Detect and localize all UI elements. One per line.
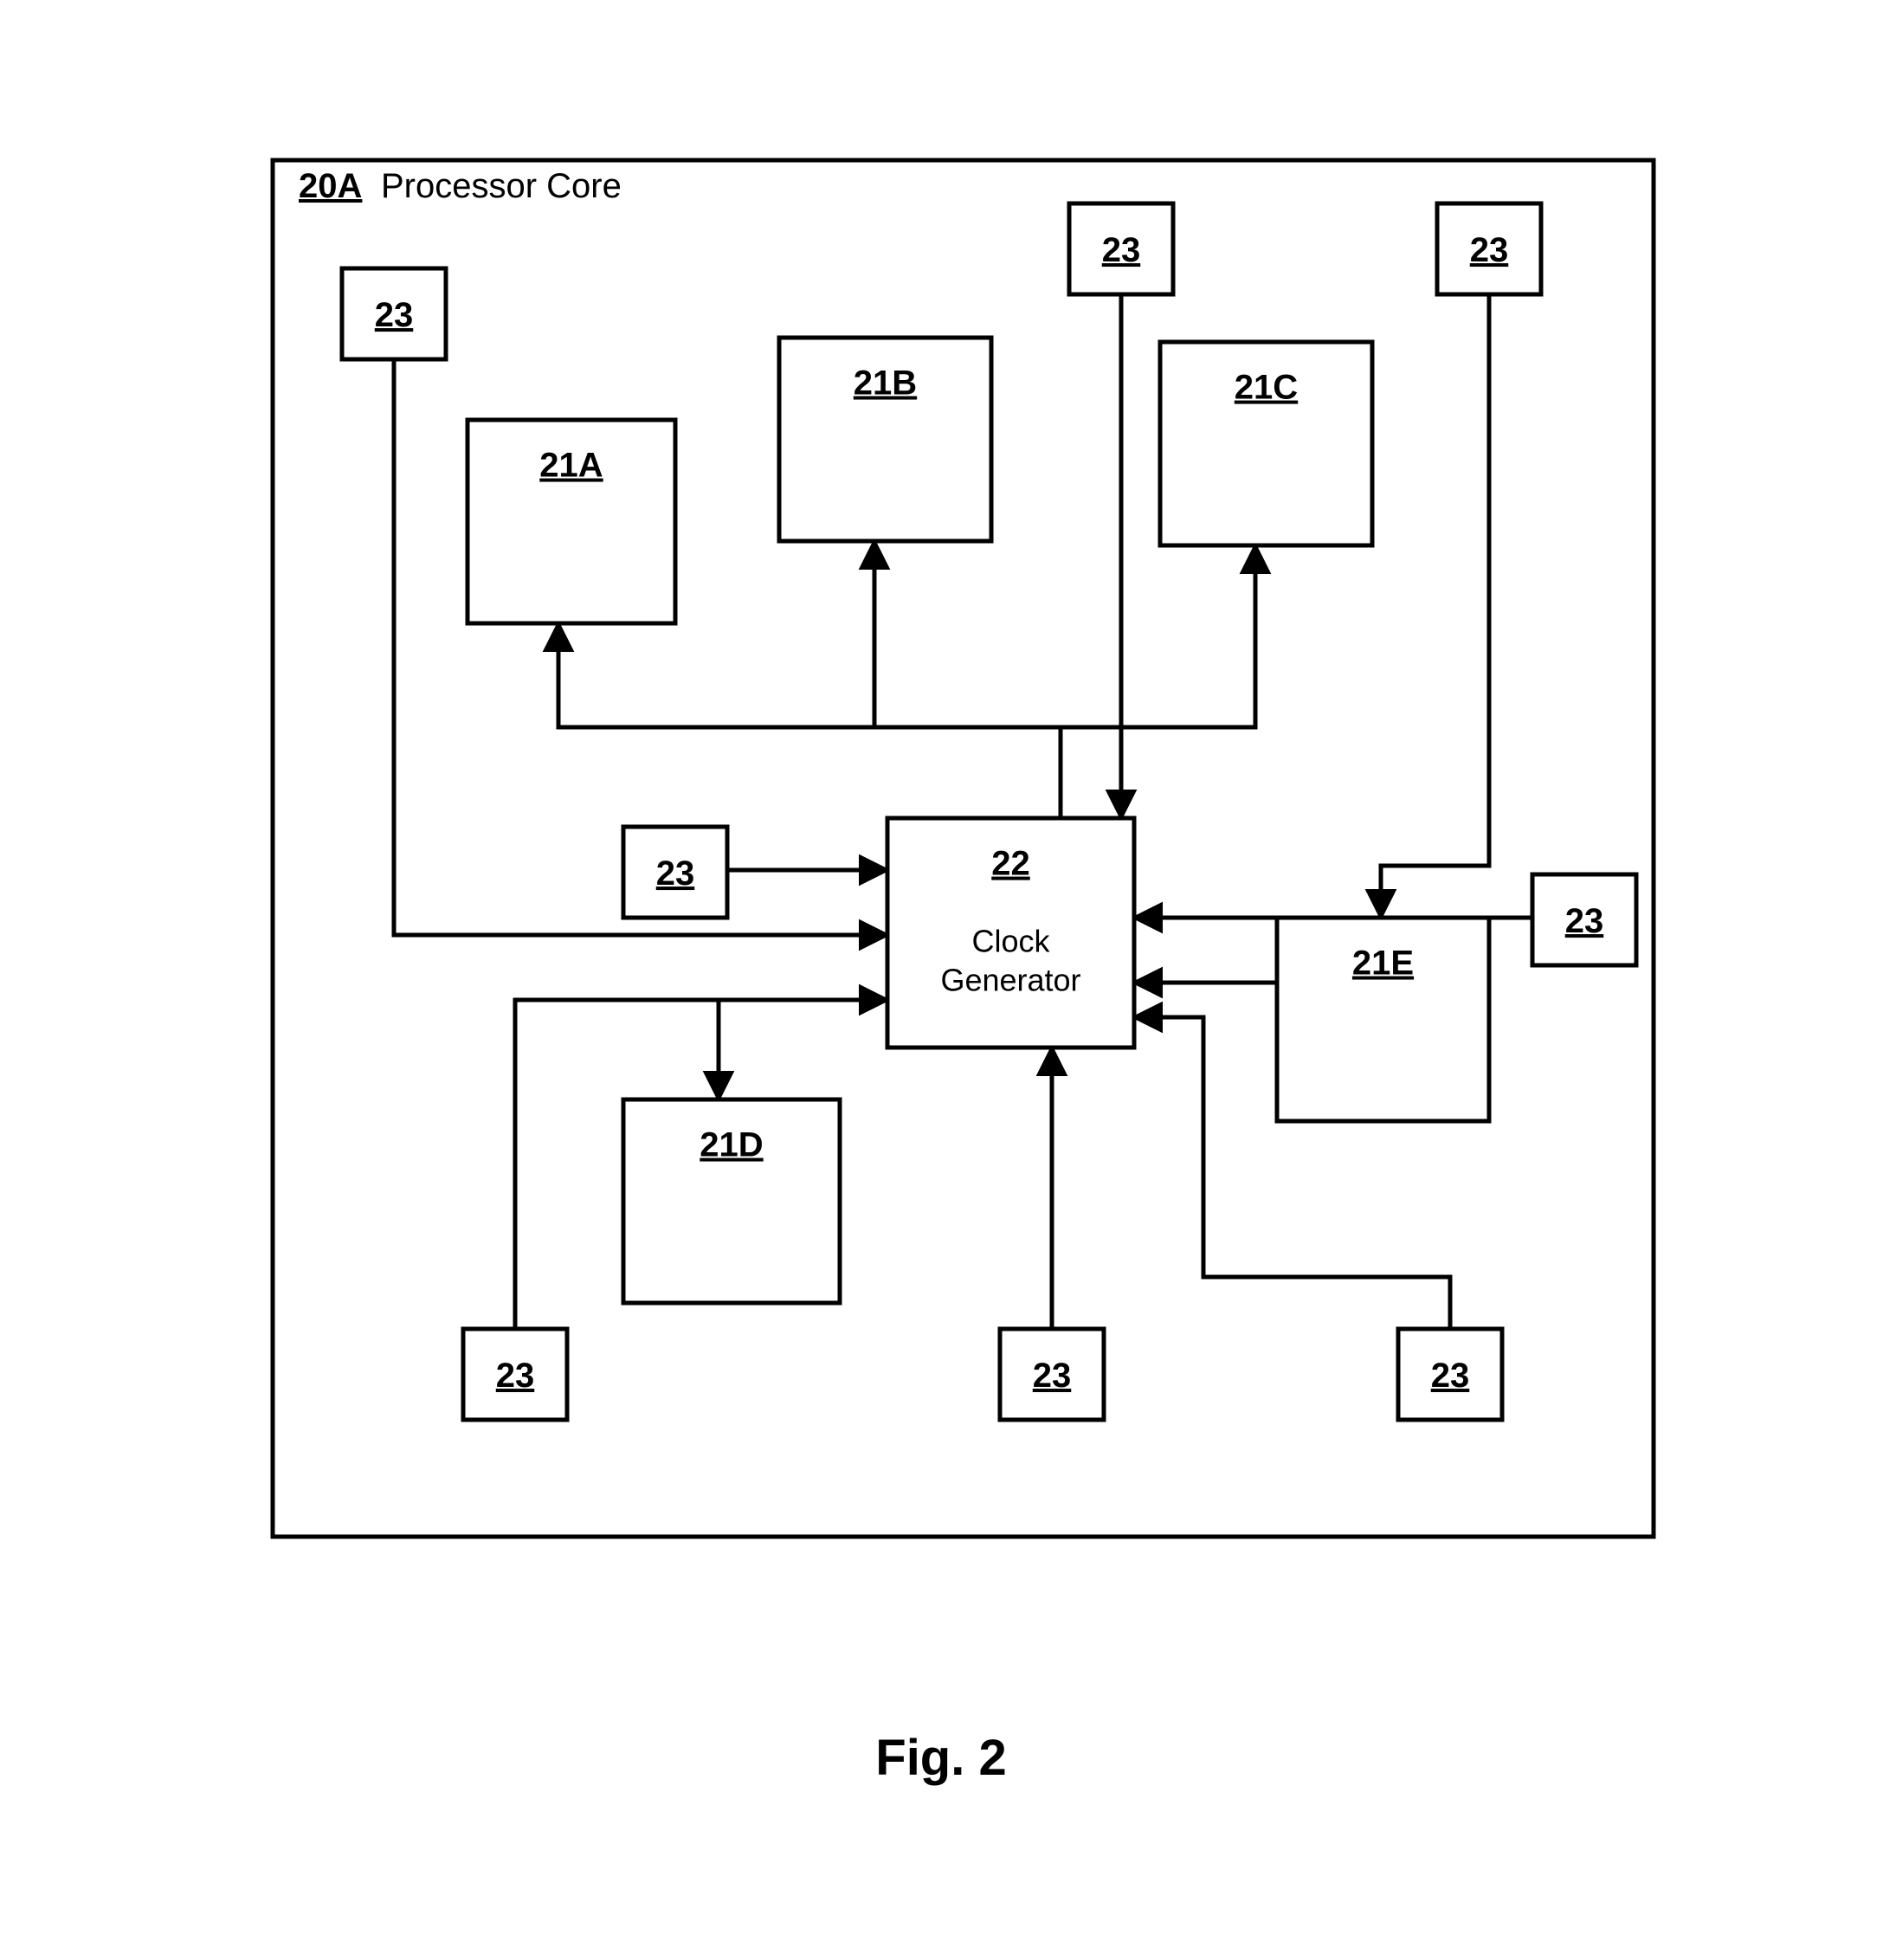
container-ref-label: 20A (299, 167, 362, 205)
block-n21c: 21C (1160, 342, 1372, 545)
block-ref-label: 23 (375, 296, 414, 334)
block-ref-label: 21A (539, 447, 603, 485)
block-n23_tl: 23 (342, 268, 446, 359)
block-n23_bm: 23 (1000, 1329, 1104, 1420)
block-ref-label: 21E (1352, 945, 1414, 983)
block-n21d: 21D (623, 1099, 840, 1303)
block-ref-label: 23 (1033, 1357, 1072, 1395)
block-ref-label: 22 (991, 845, 1030, 883)
block-ref-label: 23 (1102, 231, 1141, 269)
diagram-root: 20A Processor Core 23 23 23 21A 21B 21C 22 Clock G… (0, 0, 1883, 1960)
block-n21b: 21B (779, 338, 991, 541)
block-sublabel-2: Generator (940, 963, 1080, 998)
block-n23_mr: 23 (1532, 874, 1636, 965)
block-n23_bl: 23 (463, 1329, 567, 1420)
block-ref-label: 21D (700, 1126, 763, 1164)
figure-caption: Fig. 2 (875, 1730, 1006, 1786)
block-n22: 22 Clock Generator (887, 818, 1134, 1048)
block-ref-label: 23 (1565, 902, 1604, 940)
block-n23_t: 23 (1069, 203, 1173, 294)
block-ref-label: 23 (656, 854, 695, 893)
block-ref-label: 21C (1235, 369, 1298, 407)
block-n21a: 21A (468, 420, 675, 623)
block-n23_tr: 23 (1437, 203, 1541, 294)
block-ref-label: 21B (854, 364, 917, 403)
block-ref-label: 23 (1431, 1357, 1470, 1395)
block-ref-label: 23 (1470, 231, 1509, 269)
block-ref-label: 23 (496, 1357, 535, 1395)
container-title-label: Processor Core (381, 167, 622, 205)
block-sublabel-1: Clock (971, 924, 1050, 959)
block-n23_br: 23 (1398, 1329, 1502, 1420)
block-n21e: 21E (1277, 918, 1489, 1121)
block-n23_ml: 23 (623, 827, 727, 918)
